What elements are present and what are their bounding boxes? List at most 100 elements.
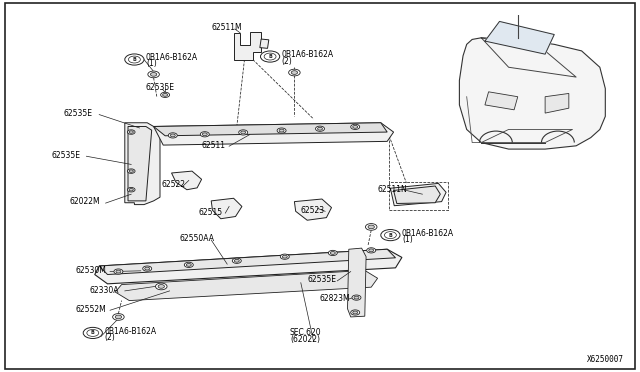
Circle shape xyxy=(282,255,287,258)
Circle shape xyxy=(184,262,193,267)
Circle shape xyxy=(232,258,241,263)
Polygon shape xyxy=(172,171,202,190)
Circle shape xyxy=(351,124,360,129)
Circle shape xyxy=(241,131,246,134)
Polygon shape xyxy=(115,270,378,301)
Circle shape xyxy=(280,254,289,259)
Circle shape xyxy=(200,132,209,137)
Text: 62823M: 62823M xyxy=(320,294,351,303)
Circle shape xyxy=(163,93,168,96)
Circle shape xyxy=(148,71,159,78)
Circle shape xyxy=(113,314,124,320)
Circle shape xyxy=(264,53,276,60)
Circle shape xyxy=(186,263,191,266)
Text: (2): (2) xyxy=(282,57,292,65)
Text: SEC.620: SEC.620 xyxy=(290,328,321,337)
Polygon shape xyxy=(260,39,269,48)
Circle shape xyxy=(328,250,337,256)
Circle shape xyxy=(289,69,300,76)
Circle shape xyxy=(143,266,152,271)
Text: 62550AA: 62550AA xyxy=(179,234,214,243)
Circle shape xyxy=(145,267,150,270)
Circle shape xyxy=(330,251,335,254)
Polygon shape xyxy=(154,123,387,136)
Text: X6250007: X6250007 xyxy=(587,355,624,364)
Text: 62511M: 62511M xyxy=(211,23,242,32)
Circle shape xyxy=(279,129,284,132)
Circle shape xyxy=(156,283,167,290)
Circle shape xyxy=(150,73,157,76)
Polygon shape xyxy=(394,186,440,203)
Text: (62022): (62022) xyxy=(290,335,320,344)
Text: 62511: 62511 xyxy=(202,141,226,150)
Circle shape xyxy=(239,130,248,135)
Circle shape xyxy=(381,230,400,241)
Circle shape xyxy=(234,259,239,262)
Circle shape xyxy=(385,232,396,238)
Circle shape xyxy=(291,71,298,74)
Circle shape xyxy=(127,169,135,173)
Polygon shape xyxy=(485,92,518,110)
Circle shape xyxy=(161,92,170,97)
Circle shape xyxy=(127,187,135,192)
Circle shape xyxy=(83,327,102,339)
Circle shape xyxy=(87,330,99,336)
Text: 62530M: 62530M xyxy=(76,266,106,275)
Circle shape xyxy=(129,170,133,172)
Text: B: B xyxy=(388,232,392,238)
Polygon shape xyxy=(234,32,261,60)
Polygon shape xyxy=(545,93,569,113)
Circle shape xyxy=(369,249,374,252)
Text: (1): (1) xyxy=(146,60,157,68)
Circle shape xyxy=(277,128,286,133)
Circle shape xyxy=(260,51,280,62)
Text: 62523: 62523 xyxy=(301,206,325,215)
Polygon shape xyxy=(95,249,402,284)
Text: B: B xyxy=(91,330,95,336)
Circle shape xyxy=(158,285,164,288)
Text: 62535E: 62535E xyxy=(146,83,175,92)
Circle shape xyxy=(115,315,122,319)
Text: 62330A: 62330A xyxy=(90,286,119,295)
Circle shape xyxy=(353,311,358,314)
Circle shape xyxy=(365,224,377,230)
Circle shape xyxy=(351,310,360,315)
Text: 62511N: 62511N xyxy=(378,185,407,194)
Circle shape xyxy=(129,131,133,133)
Polygon shape xyxy=(390,183,446,206)
Polygon shape xyxy=(154,123,394,145)
Circle shape xyxy=(127,130,135,134)
Circle shape xyxy=(352,295,361,300)
Circle shape xyxy=(114,269,123,274)
Text: 62535E: 62535E xyxy=(307,275,336,284)
Circle shape xyxy=(168,133,177,138)
Polygon shape xyxy=(460,38,605,149)
Polygon shape xyxy=(211,198,242,219)
Text: 62522: 62522 xyxy=(161,180,186,189)
Text: 62535E: 62535E xyxy=(64,109,93,118)
Circle shape xyxy=(129,189,133,191)
Text: B: B xyxy=(132,57,136,62)
Polygon shape xyxy=(485,22,554,54)
Circle shape xyxy=(129,56,140,63)
Circle shape xyxy=(367,248,376,253)
Text: 62552M: 62552M xyxy=(76,305,106,314)
Polygon shape xyxy=(294,199,332,220)
Text: 62515: 62515 xyxy=(198,208,223,217)
Text: 0B1A6-B162A: 0B1A6-B162A xyxy=(104,327,156,336)
Text: 0B1A6-B162A: 0B1A6-B162A xyxy=(402,229,454,238)
Circle shape xyxy=(317,127,323,130)
Text: (1): (1) xyxy=(402,235,413,244)
Circle shape xyxy=(353,125,358,128)
Circle shape xyxy=(354,296,359,299)
Circle shape xyxy=(125,54,144,65)
Text: 0B1A6-B162A: 0B1A6-B162A xyxy=(146,53,198,62)
Polygon shape xyxy=(348,248,366,317)
Circle shape xyxy=(116,270,121,273)
Text: 62022M: 62022M xyxy=(69,198,100,206)
Circle shape xyxy=(170,134,175,137)
Polygon shape xyxy=(128,126,152,201)
Text: B: B xyxy=(268,54,272,59)
Polygon shape xyxy=(125,123,160,205)
Circle shape xyxy=(202,133,207,136)
